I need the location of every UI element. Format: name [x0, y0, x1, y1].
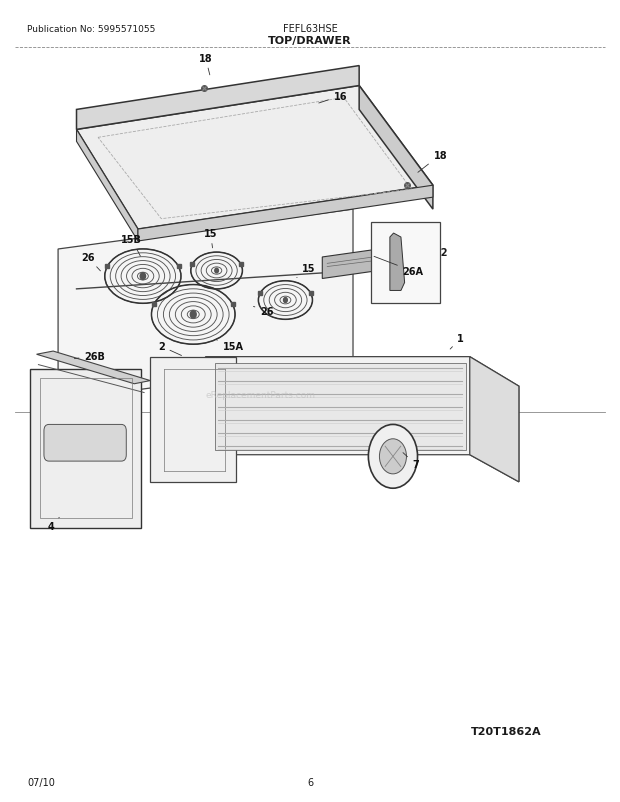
Circle shape — [140, 273, 146, 280]
Text: 16: 16 — [319, 91, 347, 104]
Text: TOP/DRAWER: TOP/DRAWER — [268, 36, 352, 46]
Text: 07/10: 07/10 — [27, 776, 55, 787]
Polygon shape — [30, 369, 141, 529]
Text: 26B: 26B — [74, 351, 105, 362]
Text: 26: 26 — [254, 307, 274, 317]
Text: 15B: 15B — [122, 235, 142, 257]
Text: 26: 26 — [81, 253, 100, 272]
Circle shape — [190, 311, 196, 318]
Text: 18: 18 — [199, 54, 213, 75]
Circle shape — [215, 269, 218, 273]
Text: 6: 6 — [307, 776, 313, 787]
Polygon shape — [359, 87, 433, 210]
Text: 15: 15 — [204, 229, 217, 249]
Polygon shape — [322, 248, 390, 279]
Text: FEFL63HSE: FEFL63HSE — [283, 24, 337, 34]
Circle shape — [283, 298, 287, 303]
Text: 18: 18 — [418, 151, 447, 173]
Text: T20T1862A: T20T1862A — [471, 727, 542, 736]
Polygon shape — [206, 357, 519, 482]
Polygon shape — [138, 186, 433, 241]
Polygon shape — [215, 363, 466, 451]
Circle shape — [368, 425, 417, 488]
Text: 15A: 15A — [216, 341, 244, 352]
FancyBboxPatch shape — [371, 223, 440, 304]
Polygon shape — [58, 210, 353, 401]
Text: 26A: 26A — [374, 257, 423, 277]
Polygon shape — [470, 357, 519, 482]
Text: 7: 7 — [403, 453, 419, 470]
Polygon shape — [390, 233, 405, 291]
Circle shape — [379, 439, 407, 474]
Polygon shape — [76, 67, 359, 130]
Text: 4: 4 — [47, 518, 60, 532]
Text: Publication No: 5995571055: Publication No: 5995571055 — [27, 25, 156, 34]
Text: 2: 2 — [158, 342, 182, 356]
Text: eReplacementParts.com: eReplacementParts.com — [206, 390, 316, 399]
Polygon shape — [76, 130, 138, 241]
Text: 15: 15 — [297, 264, 316, 278]
FancyBboxPatch shape — [44, 425, 126, 461]
Text: 1: 1 — [450, 334, 464, 350]
Polygon shape — [76, 87, 433, 229]
Text: 52: 52 — [435, 248, 448, 258]
Polygon shape — [37, 351, 150, 384]
Polygon shape — [150, 357, 236, 482]
